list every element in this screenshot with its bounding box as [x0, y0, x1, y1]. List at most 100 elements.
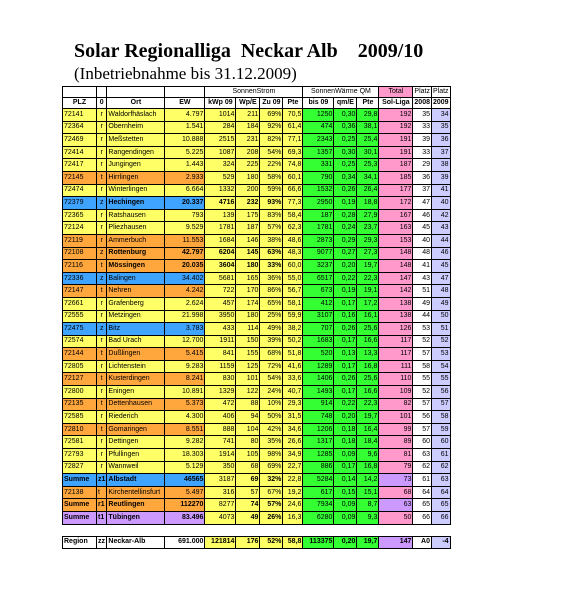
cell-platz-2008: 55 [412, 372, 432, 387]
cell-wpe: 125 [235, 359, 261, 374]
cell-plz: 72805 [62, 359, 97, 374]
cell-pte-waerme: 19,7 [356, 259, 380, 273]
cell-zu09: 39% [259, 334, 284, 349]
cell-pte-waerme: 22,3 [356, 271, 380, 286]
cell-plz: 72585 [62, 410, 97, 424]
cell-platz-2009: 39 [430, 170, 451, 185]
cell-ew: 10.891 [164, 385, 206, 399]
cell-qme: 0,30 [333, 145, 358, 160]
cell-qme: 0,22 [333, 271, 358, 286]
region-cell-platz-2009: -4 [430, 535, 451, 550]
cell-sol-liga: 185 [378, 170, 414, 185]
cell-sol-liga: 79 [378, 460, 414, 475]
cell-type: z [95, 322, 108, 336]
cell-zu09: 69% [259, 108, 284, 122]
cell-sol-liga: 138 [378, 296, 414, 311]
table-row: 72555 r Metzingen 21.998 3950 180 25% 59,9 3107 0… [62, 309, 451, 324]
cell-ort: Riederich [106, 410, 166, 424]
cell-ew: 12.700 [164, 334, 206, 349]
summary-cell-ort: Albstadt [106, 473, 166, 487]
cell-platz-2008: 63 [412, 448, 432, 462]
table-row: 72474 r Winterlingen 6.664 1332 200 59% 66,6 153… [62, 183, 451, 198]
cell-ort: Meßstetten [106, 133, 166, 147]
cell-platz-2009: 57 [430, 397, 451, 412]
cell-plz: 72127 [62, 372, 97, 387]
cell-ort: Balingen [106, 271, 166, 286]
cell-kwp09: 2515 [204, 133, 237, 147]
cell-wpe: 180 [235, 259, 261, 273]
cell-type: r [95, 221, 108, 235]
cell-platz-2009: 59 [430, 422, 451, 437]
cell-platz-2008: 43 [412, 271, 432, 286]
cell-kwp09: 1329 [204, 385, 237, 399]
cell-sol-liga: 142 [378, 284, 414, 298]
group-header-platz-2008: Platz [412, 86, 432, 98]
cell-qme: 0,17 [333, 359, 358, 374]
cell-ew: 2.933 [164, 170, 206, 185]
cell-wpe: 150 [235, 334, 261, 349]
cell-ort: Kusterdingen [106, 372, 166, 387]
cell-bis09: 1357 [302, 145, 335, 160]
region-cell-qme: 0,20 [333, 535, 358, 550]
cell-sol-liga: 148 [378, 259, 414, 273]
cell-ort: Ammerbuch [106, 233, 166, 248]
table-row: 72417 r Jungingen 1.443 324 225 22% 74,8 331 0,25… [62, 158, 451, 172]
cell-ew: 5.415 [164, 347, 206, 361]
cell-pte-waerme: 18,8 [356, 196, 380, 210]
cell-zu09: 68% [259, 347, 284, 361]
cell-pte-strom: 58,4 [282, 208, 304, 223]
cell-platz-2009: 52 [430, 334, 451, 349]
region-cell-pte-strom: 58,8 [282, 535, 304, 550]
summary-cell-zu09: 67% [259, 485, 284, 500]
cell-wpe: 88 [235, 397, 261, 412]
cell-bis09: 3107 [302, 309, 335, 324]
column-header-bis09: bis 09 [302, 97, 335, 109]
cell-sol-liga: 82 [378, 397, 414, 412]
cell-sol-liga: 117 [378, 334, 414, 349]
summary-cell-type: t1 [95, 511, 108, 525]
summary-cell-platz-2008: 65 [412, 498, 432, 512]
cell-kwp09: 1684 [204, 233, 237, 248]
cell-ew: 20.035 [164, 259, 206, 273]
summary-cell-zu09: 32% [259, 473, 284, 487]
summary-cell-pte-waerme: 9,3 [356, 511, 380, 525]
cell-zu09: 65% [259, 296, 284, 311]
cell-type: t [95, 259, 108, 273]
cell-qme: 0,17 [333, 296, 358, 311]
cell-kwp09: 284 [204, 120, 237, 135]
cell-type: r [95, 385, 108, 399]
cell-type: r [95, 334, 108, 349]
cell-zu09: 69% [259, 460, 284, 475]
cell-pte-strom: 50,2 [282, 334, 304, 349]
cell-qme: 0,18 [333, 422, 358, 437]
cell-pte-waerme: 18,4 [356, 435, 380, 450]
cell-pte-waerme: 16,8 [356, 359, 380, 374]
spacer-cell [62, 524, 451, 537]
summary-cell-platz-2008: 64 [412, 485, 432, 500]
cell-wpe: 200 [235, 183, 261, 198]
summary-cell-platz-2009: 64 [430, 485, 451, 500]
cell-qme: 0,20 [333, 410, 358, 424]
cell-pte-strom: 62,3 [282, 221, 304, 235]
cell-sol-liga: 163 [378, 221, 414, 235]
cell-kwp09: 1014 [204, 108, 237, 122]
cell-wpe: 104 [235, 422, 261, 437]
column-header-type: 0 [95, 97, 108, 109]
cell-type: r [95, 208, 108, 223]
cell-kwp09: 3604 [204, 259, 237, 273]
cell-bis09: 1289 [302, 359, 335, 374]
cell-pte-strom: 48,3 [282, 246, 304, 261]
cell-pte-strom: 34,6 [282, 422, 304, 437]
table-row: 72144 t Dußlingen 5.415 841 155 68% 51,8 520 0,13… [62, 347, 451, 361]
summary-cell-plz: Summe [62, 511, 97, 525]
cell-qme: 0,24 [333, 221, 358, 235]
cell-bis09: 331 [302, 158, 335, 172]
cell-zu09: 59% [259, 183, 284, 198]
spacer-row [62, 524, 451, 537]
cell-type: z [95, 246, 108, 261]
cell-ew: 6.664 [164, 183, 206, 198]
cell-platz-2008: 53 [412, 322, 432, 336]
region-cell-type: zz [95, 535, 108, 550]
cell-platz-2009: 48 [430, 284, 451, 298]
cell-qme: 0,26 [333, 372, 358, 387]
